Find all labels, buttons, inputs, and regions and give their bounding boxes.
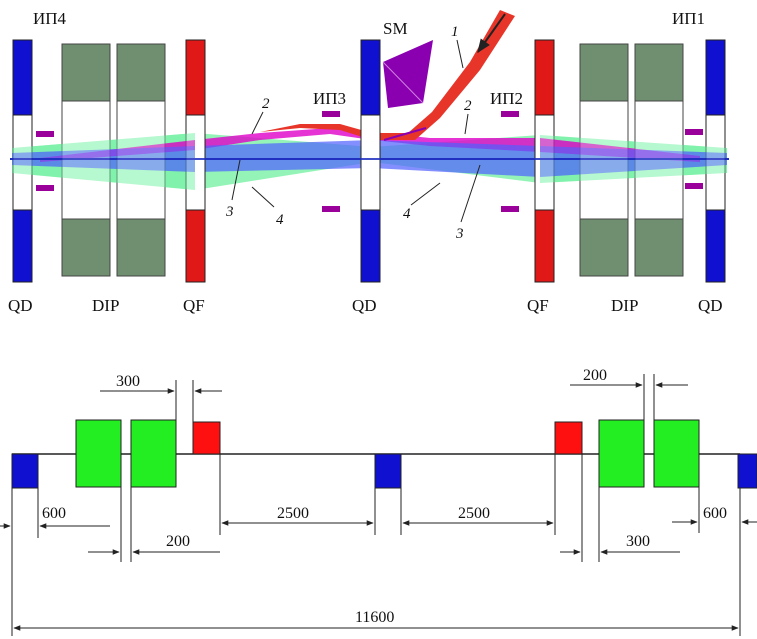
- septum-magnet: [382, 40, 433, 141]
- dim-dip-right-2: [653, 419, 700, 488]
- magnet-label-qd-right: QD: [698, 296, 723, 315]
- beam-number-4-left: 4: [276, 212, 284, 228]
- dim-qf-right: [554, 421, 583, 455]
- quadrupoles: [12, 39, 726, 283]
- septum-blade: [383, 127, 427, 141]
- septum-body: [383, 40, 433, 108]
- dim-label-300-top: 300: [116, 373, 140, 390]
- qd-center: [360, 39, 381, 283]
- beam-number-4-right: 4: [403, 206, 411, 222]
- dim-dip-left-2: [130, 419, 177, 488]
- beam-1-arrow: [477, 13, 506, 54]
- pickup-label-4: ИП4: [33, 9, 67, 28]
- septum-diagonal: [382, 61, 424, 104]
- dim-label-600-left: 600: [42, 505, 66, 522]
- pickup-2-upper: [501, 111, 519, 117]
- dim-dip-right-1: [598, 419, 645, 488]
- dim-label-200-top: 200: [583, 367, 607, 384]
- dimension-drawing: 300 200 600 200 2500 2500 300 600 11600: [0, 367, 757, 636]
- dim-dip-left-1: [75, 419, 122, 488]
- dim-qf-left: [192, 421, 221, 455]
- beam-number-2-left: 2: [262, 96, 270, 112]
- pickup-4-lower: [36, 185, 54, 191]
- magnet-label-qf-right: QF: [527, 296, 549, 315]
- pickup-2-lower: [501, 206, 519, 212]
- beam-overlay: [10, 133, 729, 190]
- beam-1-injected: [260, 10, 515, 140]
- magnet-label-qd-center: QD: [352, 296, 377, 315]
- dim-qd-right: [737, 453, 757, 489]
- pickup-3-lower: [322, 206, 340, 212]
- beam-number-1: 1: [451, 24, 459, 40]
- top-labels: ИП4 ИП3 ИП2 ИП1 SM 1 2 2 3 3 4 4 QD DIP …: [8, 9, 723, 315]
- beam-number-2-right: 2: [464, 98, 472, 114]
- dim-label-200-bottom: 200: [166, 533, 190, 550]
- septum-label: SM: [383, 19, 408, 38]
- magnet-label-qf-left: QF: [183, 296, 205, 315]
- pickup-label-3: ИП3: [313, 89, 346, 108]
- dim-qd-left: [11, 453, 39, 489]
- pickup-label-1: ИП1: [672, 9, 705, 28]
- dim-label-2500-right: 2500: [458, 505, 490, 522]
- magnet-label-dip-right: DIP: [611, 296, 638, 315]
- dim-label-2500-left: 2500: [277, 505, 309, 522]
- extension-lines: [11, 374, 741, 636]
- dim-qd-center: [374, 453, 402, 489]
- dip-right-1: [579, 43, 629, 277]
- pickup-1-upper: [685, 129, 703, 135]
- pickup-1-lower: [685, 183, 703, 189]
- pickup-label-2: ИП2: [490, 89, 523, 108]
- beam-number-leaders: [231, 39, 481, 223]
- dim-label-11600: 11600: [355, 609, 394, 626]
- pickup-4-upper: [36, 131, 54, 137]
- magnet-label-qd-left: QD: [8, 296, 33, 315]
- pickup-3-upper: [322, 111, 340, 117]
- pickup-electrodes: [36, 111, 703, 212]
- dim-label-600-right: 600: [703, 505, 727, 522]
- beam-number-3-left: 3: [225, 204, 234, 220]
- magnet-label-dip-left: DIP: [92, 296, 119, 315]
- beam-number-3-right: 3: [455, 226, 464, 242]
- dim-label-300-bottom: 300: [626, 533, 650, 550]
- dimension-lines: [0, 382, 757, 631]
